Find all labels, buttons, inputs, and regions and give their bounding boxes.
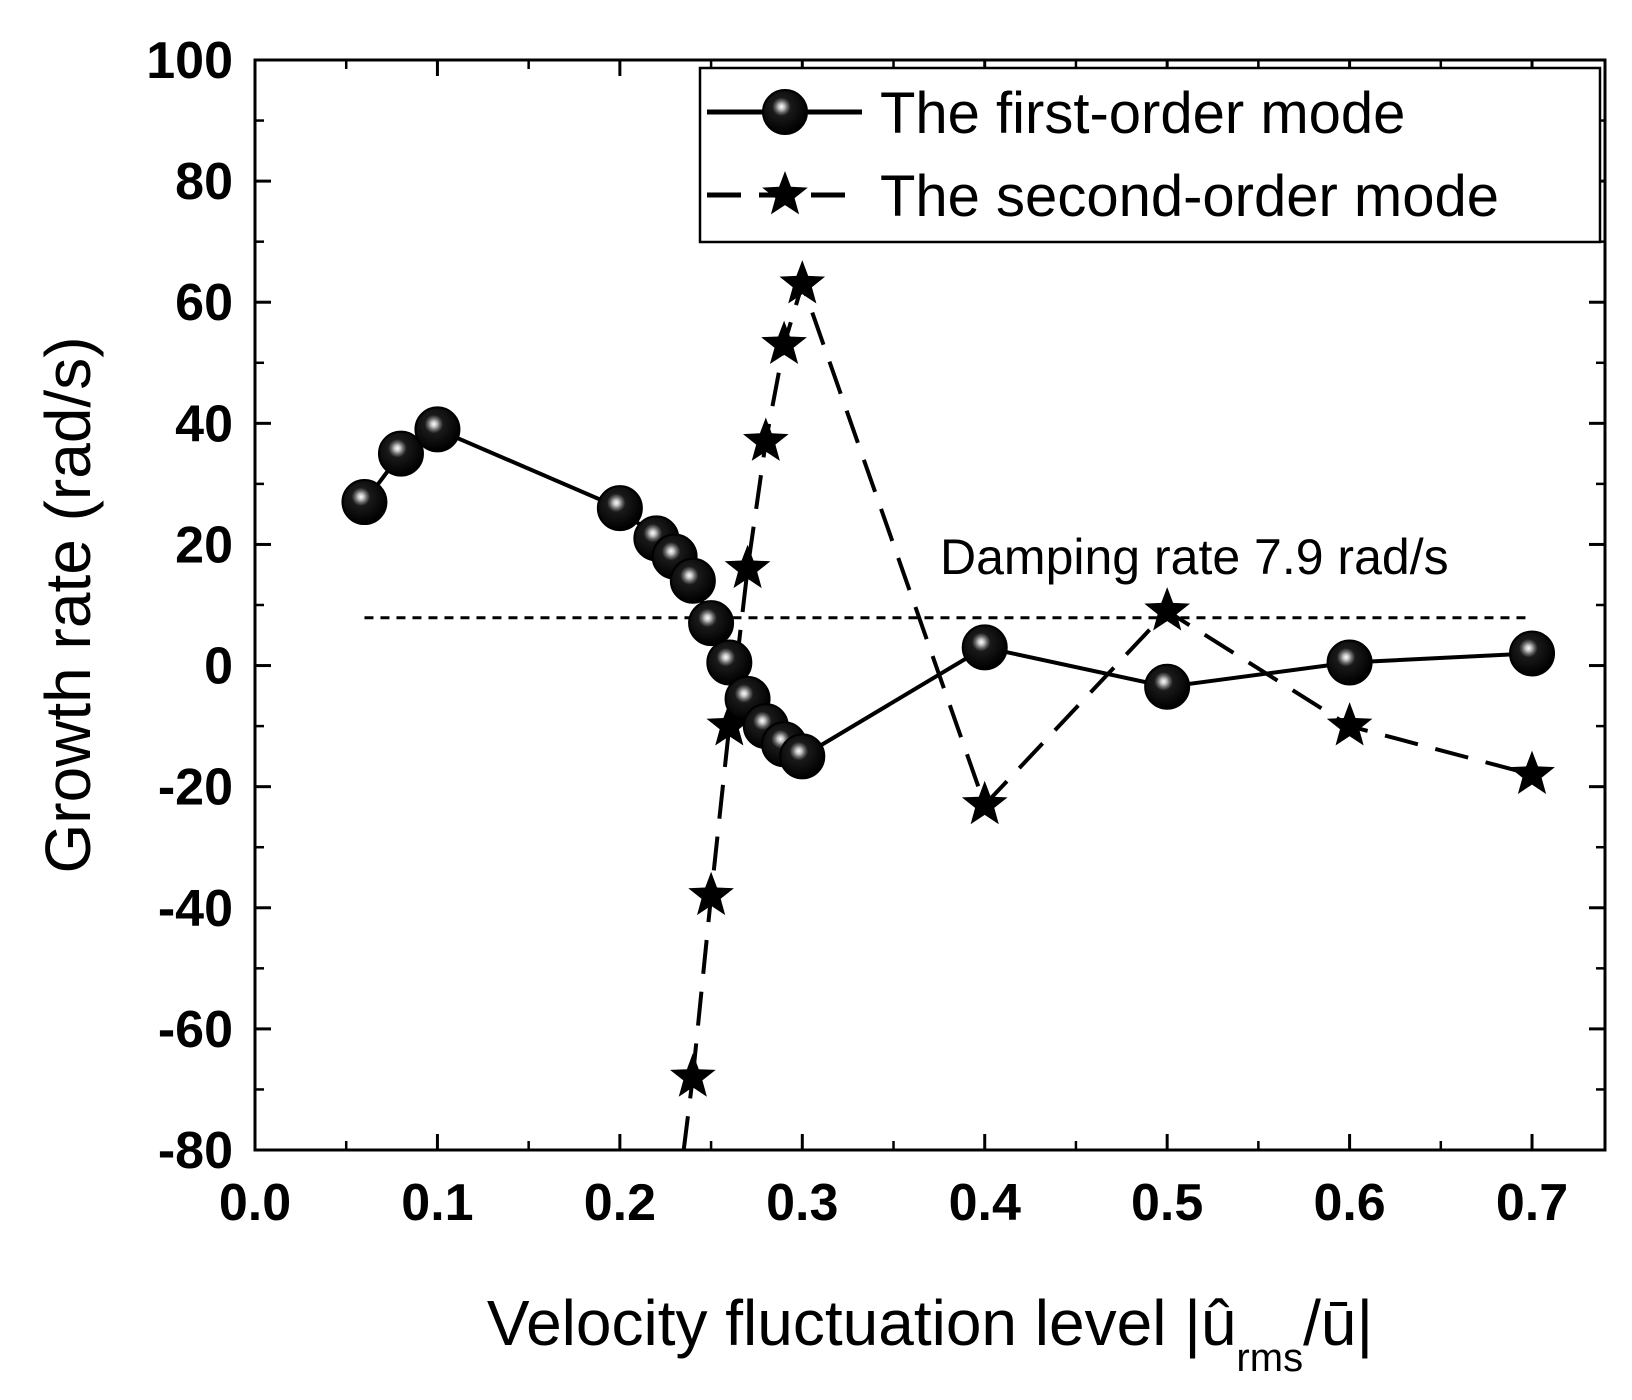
legend: The first-order mode The second-order mo… [698,66,1602,244]
x-tick-label: 0.0 [219,1174,291,1232]
y-tick-labels: -80 -60 -40 -20 0 20 40 60 80 100 [146,32,233,1180]
legend-marker-star [762,171,808,215]
y-tick-label: -20 [158,759,233,817]
y-tick-label: -40 [158,880,233,938]
y-tick-label: -80 [158,1122,233,1180]
x-tick-label: 0.4 [949,1174,1021,1232]
first-order-point [377,430,424,477]
damping-rate-annotation: Damping rate 7.9 rad/s [940,529,1449,585]
x-tick-label: 0.2 [584,1174,656,1232]
second-order-point [761,320,807,364]
x-axis-title-tail: /ū| [1303,1287,1373,1359]
y-tick-label: 80 [175,153,233,211]
first-order-point [1144,663,1191,710]
first-order-point [669,557,716,604]
legend-label-first-order: The first-order mode [880,81,1405,146]
first-order-point [414,406,461,453]
second-order-point [706,702,753,746]
y-tick-label: 60 [175,274,233,332]
y-tick-label: -60 [158,1001,233,1059]
first-order-point [688,600,735,647]
y-axis-title: Growth rate (rad/s) [32,336,104,873]
series-markers [341,260,1556,1097]
first-order-point [1326,639,1373,686]
y-tick-label: 20 [175,516,233,574]
x-axis-title-subscript: rms [1236,1336,1303,1380]
legend-box [698,66,1602,244]
first-order-point [779,733,826,780]
first-order-point [341,479,388,526]
x-tick-label: 0.1 [401,1174,473,1232]
x-tick-label: 0.3 [766,1174,838,1232]
second-order-point [670,1053,716,1097]
first-order-point [706,639,753,686]
second-order-point [1326,702,1373,746]
first-order-point [1509,630,1556,677]
second-order-point [961,780,1008,825]
y-tick-label: 0 [204,638,233,696]
series-lines [362,282,1533,1151]
first-order-line [362,427,1533,759]
x-tick-label: 0.5 [1131,1174,1203,1232]
second-order-point [743,417,789,461]
second-order-point [724,544,771,589]
x-tick-label: 0.6 [1313,1174,1385,1232]
second-order-line [690,282,1533,1078]
legend-label-second-order: The second-order mode [880,164,1499,229]
first-order-point [596,485,643,532]
second-order-point [1144,587,1190,631]
y-tick-label: 100 [146,32,233,90]
first-order-point [961,624,1008,671]
second-order-point [1509,750,1555,794]
legend-marker-sphere [762,89,808,135]
second-order-line-extension [681,1077,695,1151]
second-order-point [779,260,826,304]
x-axis-title-main: Velocity fluctuation level |û [487,1287,1237,1359]
x-tick-label: 0.7 [1496,1174,1568,1232]
x-tick-labels: 0.0 0.1 0.2 0.3 0.4 0.5 0.6 0.7 [219,1174,1568,1232]
x-axis-title: Velocity fluctuation level |ûrms/ū| [487,1287,1373,1380]
second-order-point [688,871,734,916]
y-tick-label: 40 [175,395,233,453]
